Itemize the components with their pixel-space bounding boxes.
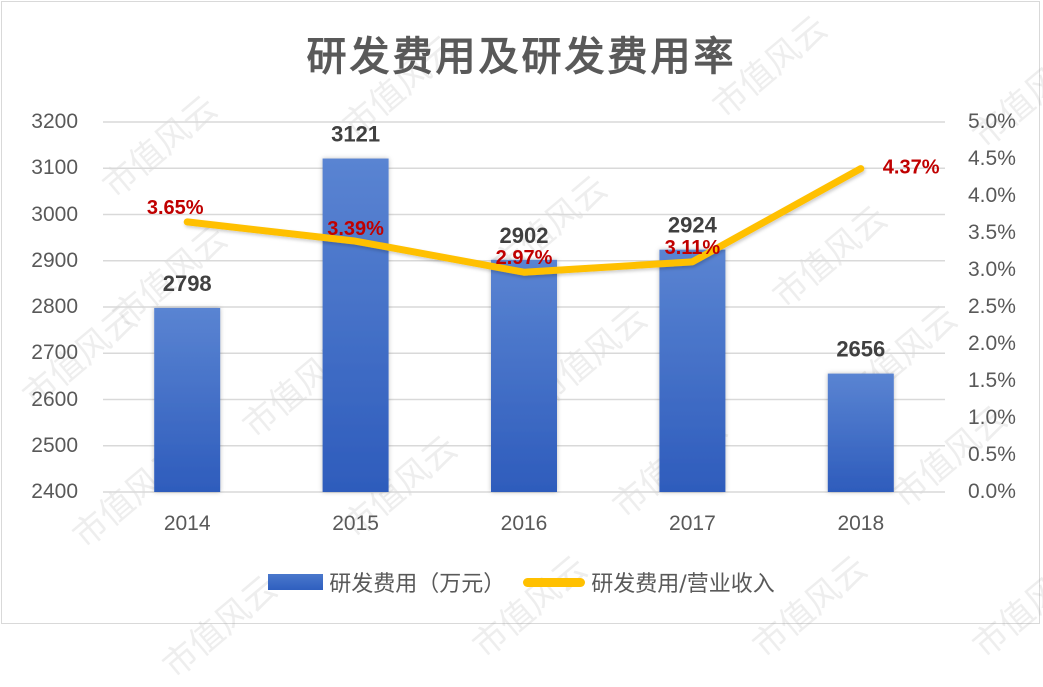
right-axis-tick: 0.0%: [968, 480, 1016, 503]
left-axis-tick: 2700: [31, 341, 78, 365]
bar[interactable]: [322, 158, 389, 492]
bar-swatch-icon: [268, 574, 324, 590]
legend-line-label: 研发费用/营业收入: [591, 572, 775, 597]
chart-title: 研发费用及研发费用率: [306, 34, 737, 80]
right-axis-tick: 0.5%: [968, 443, 1016, 466]
line-value-label: 3.65%: [147, 197, 204, 219]
x-axis-tick: 2017: [669, 512, 716, 535]
line-swatch-icon: [523, 577, 586, 587]
left-axis-tick: 3000: [31, 202, 78, 226]
legend-bar-label: 研发费用（万元）: [329, 572, 506, 597]
left-axis-tick: 2500: [31, 433, 78, 457]
left-axis-tick: 2800: [31, 295, 78, 318]
bar-value-label: 3121: [331, 122, 380, 147]
right-axis-tick: 2.0%: [968, 332, 1016, 355]
left-axis-tick: 2600: [31, 387, 78, 411]
right-axis-tick: 4.5%: [968, 147, 1016, 170]
data-labels: 2798 3121 2902 2924 2656 3.65% 3.39% 2.97% 3.11%…: [147, 122, 940, 362]
plot-area: 2798 3121 2902 2924 2656 3.65% 3.39% 2.97% 3.11%…: [103, 121, 945, 493]
bar-value-label: 2798: [163, 271, 212, 296]
x-axis-tick: 2015: [332, 512, 379, 535]
right-axis-tick: 3.0%: [968, 258, 1016, 281]
left-axis-tick: 3200: [31, 110, 78, 133]
left-axis-tick: 2400: [31, 480, 78, 503]
right-axis-tick: 1.5%: [968, 369, 1016, 392]
right-axis-tick: 1.0%: [968, 406, 1016, 429]
bar-value-label: 2924: [668, 213, 718, 238]
legend-item-line[interactable]: 研发费用/营业收入: [523, 566, 775, 598]
bar[interactable]: [659, 249, 726, 492]
bar-series: [154, 158, 894, 492]
right-axis-tick: 5.0%: [968, 110, 1016, 133]
line-series: [183, 165, 865, 276]
legend: 研发费用（万元） 研发费用/营业收入: [0, 566, 1043, 598]
legend-item-bar[interactable]: 研发费用（万元）: [268, 566, 505, 598]
right-axis-tick: 4.0%: [968, 184, 1016, 207]
left-axis-tick: 2900: [31, 248, 78, 272]
bar-value-label: 2902: [500, 223, 549, 248]
x-axis-tick: 2016: [500, 512, 548, 535]
right-axis-tick: 3.5%: [968, 221, 1016, 244]
rate-line[interactable]: [183, 165, 865, 276]
bar[interactable]: [154, 307, 221, 492]
x-axis-tick: 2018: [837, 512, 885, 535]
bar[interactable]: [827, 373, 894, 492]
line-value-label: 4.37%: [883, 157, 940, 179]
line-value-label: 3.11%: [665, 237, 721, 259]
line-value-label: 3.39%: [327, 218, 384, 240]
line-value-label: 2.97%: [496, 247, 553, 269]
bar[interactable]: [491, 259, 557, 492]
x-axis-tick: 2014: [163, 512, 211, 535]
right-axis-tick: 2.5%: [968, 295, 1016, 318]
left-axis-tick: 3100: [31, 156, 78, 180]
bar-value-label: 2656: [836, 337, 885, 362]
